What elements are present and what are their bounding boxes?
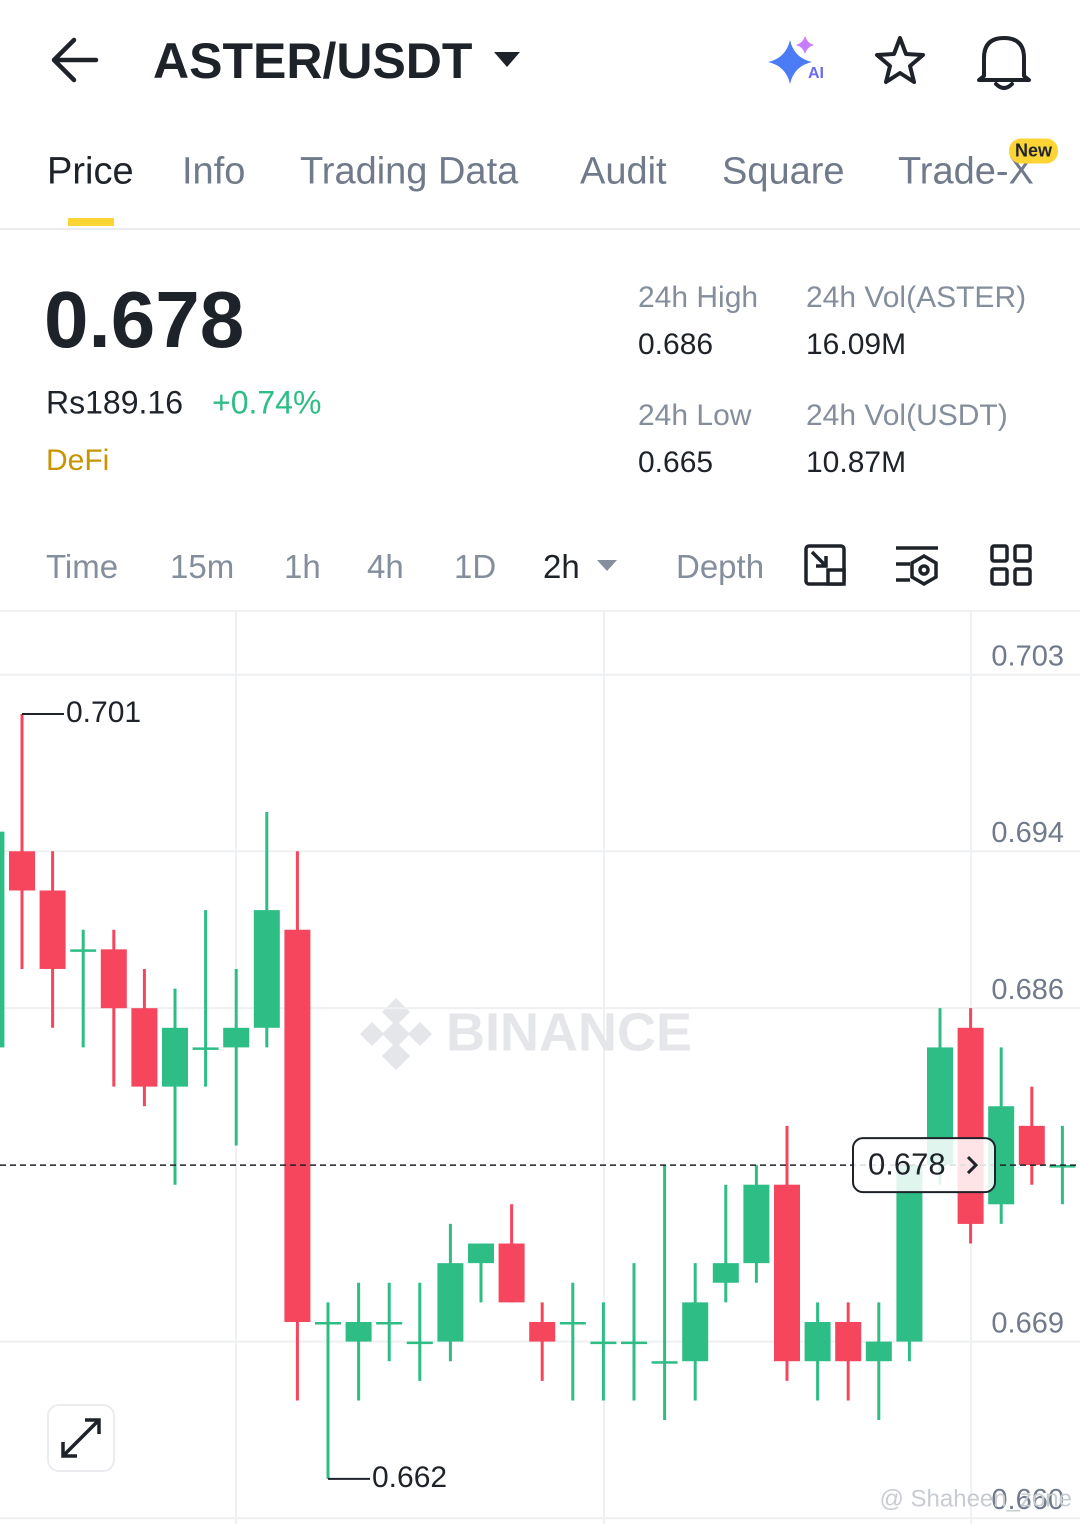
svg-text:AI: AI [808, 65, 824, 82]
candle-body [9, 851, 35, 891]
interval[interactable]: 4h [367, 548, 404, 585]
candle-body [621, 1341, 647, 1345]
alert-button[interactable] [977, 36, 1031, 90]
candle-body [162, 1027, 188, 1087]
candle-body [682, 1302, 709, 1362]
fullscreen-icon [61, 1418, 101, 1458]
last-price-chevron [966, 1156, 979, 1175]
interval[interactable]: 1D [454, 548, 497, 585]
watermark-logo [360, 998, 432, 1070]
candle-body [0, 831, 5, 1048]
candle-body [223, 1027, 250, 1048]
candle-body [651, 1361, 678, 1364]
candle-body [804, 1321, 831, 1362]
tab[interactable]: Trading Data [300, 150, 519, 193]
candle-body [559, 1321, 586, 1325]
back-button[interactable] [51, 37, 99, 83]
last-price: 0.678 [44, 275, 245, 364]
candle-body [712, 1263, 739, 1283]
candle-body [498, 1243, 525, 1303]
y-tick-label: 0.686 [991, 974, 1064, 1006]
candle-body [100, 949, 127, 1009]
candle-body [957, 1027, 984, 1224]
candle-body [315, 1321, 341, 1325]
candle-body [835, 1321, 862, 1362]
candle-body [39, 890, 66, 969]
tab[interactable]: Square [722, 150, 845, 193]
credit-watermark: @ Shaheen_zone [879, 1485, 1072, 1512]
candle-body [376, 1321, 403, 1325]
header-icons: AI [51, 36, 1031, 90]
stat-label: 24h Vol(ASTER) [806, 281, 1027, 314]
watermark: BINANCE [446, 1002, 692, 1062]
interval[interactable]: 1h [284, 548, 321, 585]
candle-body [590, 1341, 617, 1345]
stat-label: 24h High [638, 281, 759, 314]
candle-body [253, 910, 280, 1028]
candle-body [865, 1341, 892, 1362]
new-badge: New [1009, 138, 1059, 164]
candle-body [468, 1243, 494, 1264]
fullscreen-button[interactable] [47, 1404, 115, 1472]
candle-body [192, 1047, 219, 1050]
tab[interactable]: Info [182, 150, 246, 193]
last-price-tag [852, 1137, 996, 1194]
divider [0, 610, 1080, 612]
candle-body [345, 1321, 372, 1342]
tab[interactable]: Price [47, 150, 134, 193]
tab-indicator [68, 218, 114, 226]
y-tick-label: 0.703 [991, 640, 1064, 672]
tool-button[interactable] [990, 544, 1032, 586]
candle-body [743, 1184, 770, 1264]
tool-button[interactable] [896, 546, 938, 587]
max-marker-label: 0.701 [66, 696, 141, 729]
sector-tag[interactable]: DeFi [46, 444, 110, 477]
stat-value: 0.665 [638, 446, 714, 479]
stat-label: 24h Vol(USDT) [806, 399, 1008, 432]
candle-body [1018, 1125, 1045, 1166]
y-tick-label: 0.660 [991, 1484, 1064, 1516]
interval[interactable]: 2h [543, 548, 580, 585]
stat-value: 16.09M [806, 328, 907, 361]
pair-dropdown[interactable] [494, 52, 520, 67]
tool-button[interactable] [804, 544, 846, 586]
candlestick-chart: BINANCE 0.703 0.694 0.686 0.669 0.660 0.701 0.… [0, 612, 1080, 1524]
candle-body [896, 1165, 923, 1342]
last-price-label: 0.678 [868, 1146, 946, 1181]
stat-value: 10.87M [806, 446, 907, 479]
interval-dropdown[interactable] [597, 560, 617, 571]
y-tick-label: 0.669 [991, 1307, 1064, 1339]
interval[interactable]: Depth [676, 548, 765, 585]
ai-button[interactable]: AI [768, 36, 824, 84]
divider [0, 228, 1080, 230]
candle-body [284, 929, 311, 1322]
favorite-button[interactable] [875, 36, 925, 84]
candle-body [406, 1341, 433, 1345]
interval[interactable]: 15m [170, 548, 235, 585]
interval[interactable]: Time [46, 548, 119, 585]
candle-body [529, 1321, 556, 1342]
min-marker-label: 0.662 [372, 1461, 447, 1494]
tab[interactable]: Audit [580, 150, 667, 193]
candle-body [131, 1008, 158, 1087]
pair-title[interactable]: ASTER/USDT [153, 33, 473, 89]
stat-value: 0.686 [638, 328, 714, 361]
candle-body [774, 1184, 800, 1362]
candle-body [437, 1263, 464, 1342]
candle-body [1049, 1165, 1076, 1168]
fiat-price: Rs189.16 [46, 384, 183, 421]
price-change: +0.74% [212, 384, 322, 421]
chart-tools [597, 544, 1032, 587]
stat-label: 24h Low [638, 399, 752, 432]
y-tick-label: 0.694 [991, 817, 1064, 849]
candle-body [70, 949, 97, 952]
